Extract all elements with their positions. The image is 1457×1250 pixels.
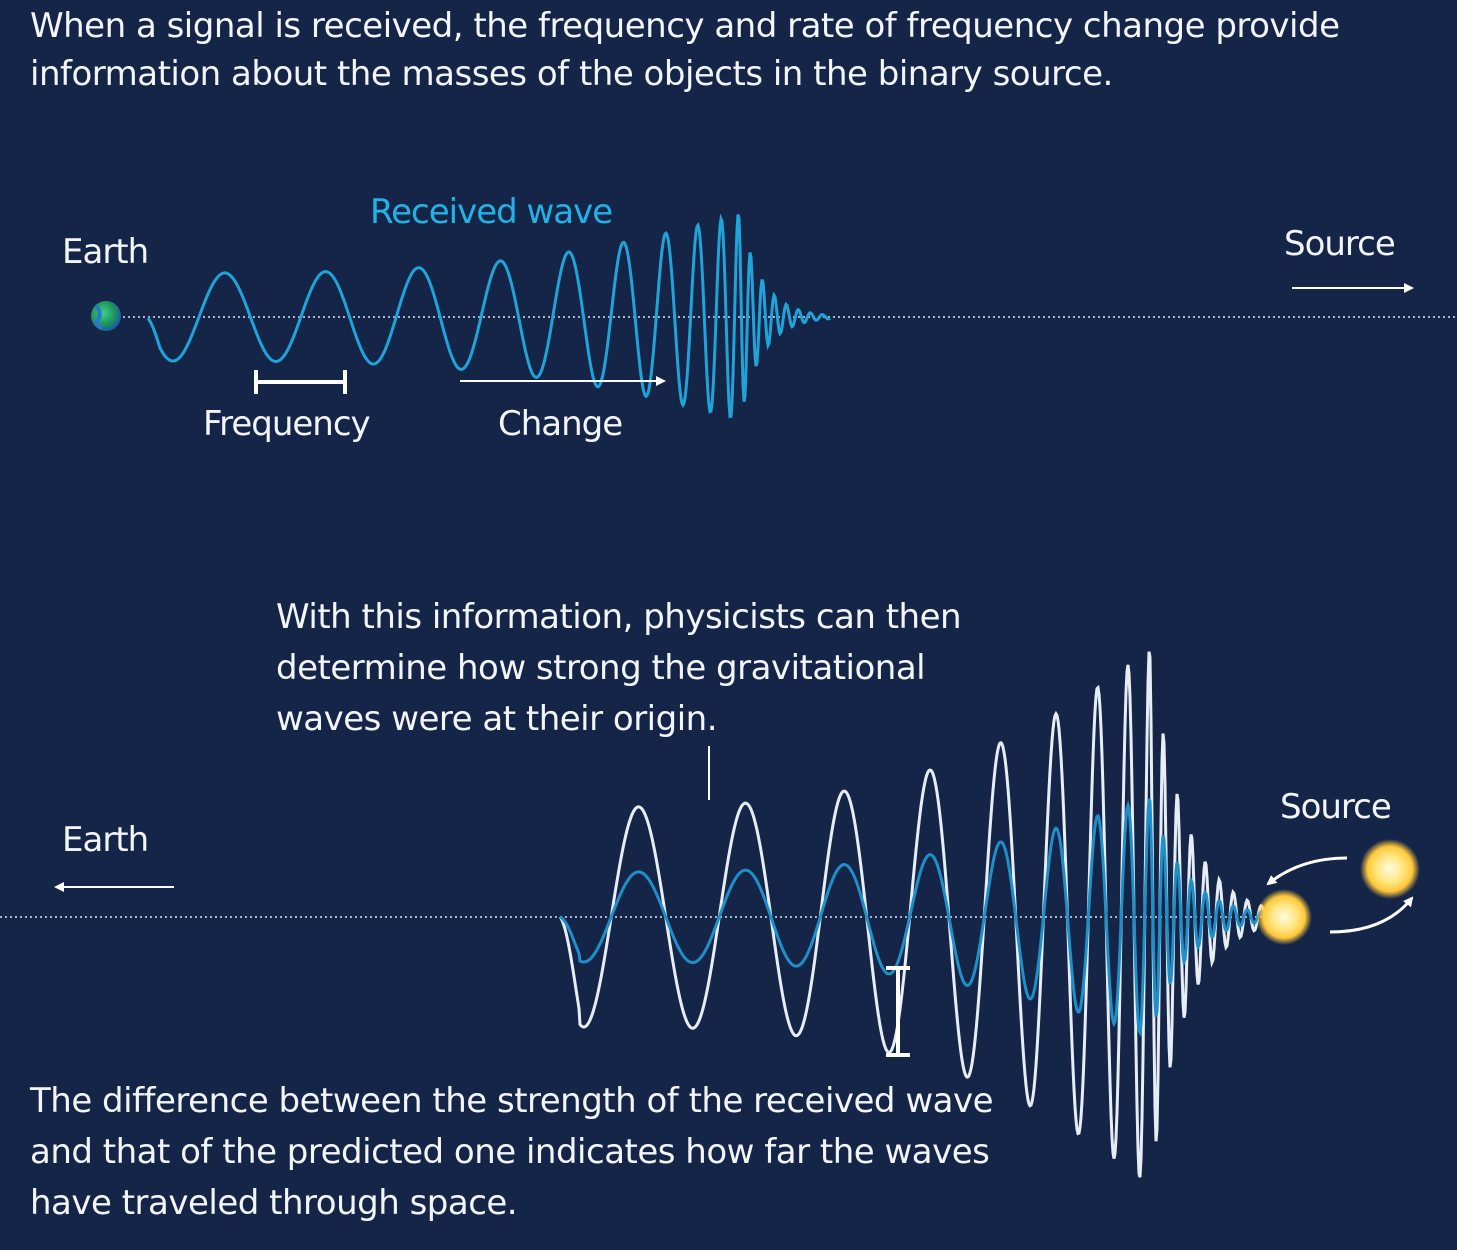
received-wave-top bbox=[148, 215, 830, 417]
top-earth-label: Earth bbox=[62, 232, 148, 272]
bottom-earth-label: Earth bbox=[62, 820, 148, 860]
difference-text: The difference between the strength of t… bbox=[30, 1076, 1040, 1229]
info-text: With this information, physicists can th… bbox=[276, 592, 1036, 745]
difference-bar bbox=[886, 968, 910, 1055]
orbit-arrow-icon bbox=[1330, 898, 1412, 932]
bottom-source-label: Source bbox=[1280, 787, 1391, 827]
earth-icon bbox=[91, 301, 121, 331]
top-source-label: Source bbox=[1284, 224, 1395, 264]
change-label: Change bbox=[498, 404, 622, 444]
orbit-arrow-icon bbox=[1268, 858, 1347, 884]
star-icon bbox=[1360, 839, 1420, 899]
received-wave-label: Received wave bbox=[370, 192, 612, 232]
star-icon bbox=[1256, 889, 1312, 945]
frequency-bracket bbox=[256, 370, 345, 394]
frequency-label: Frequency bbox=[203, 404, 370, 444]
